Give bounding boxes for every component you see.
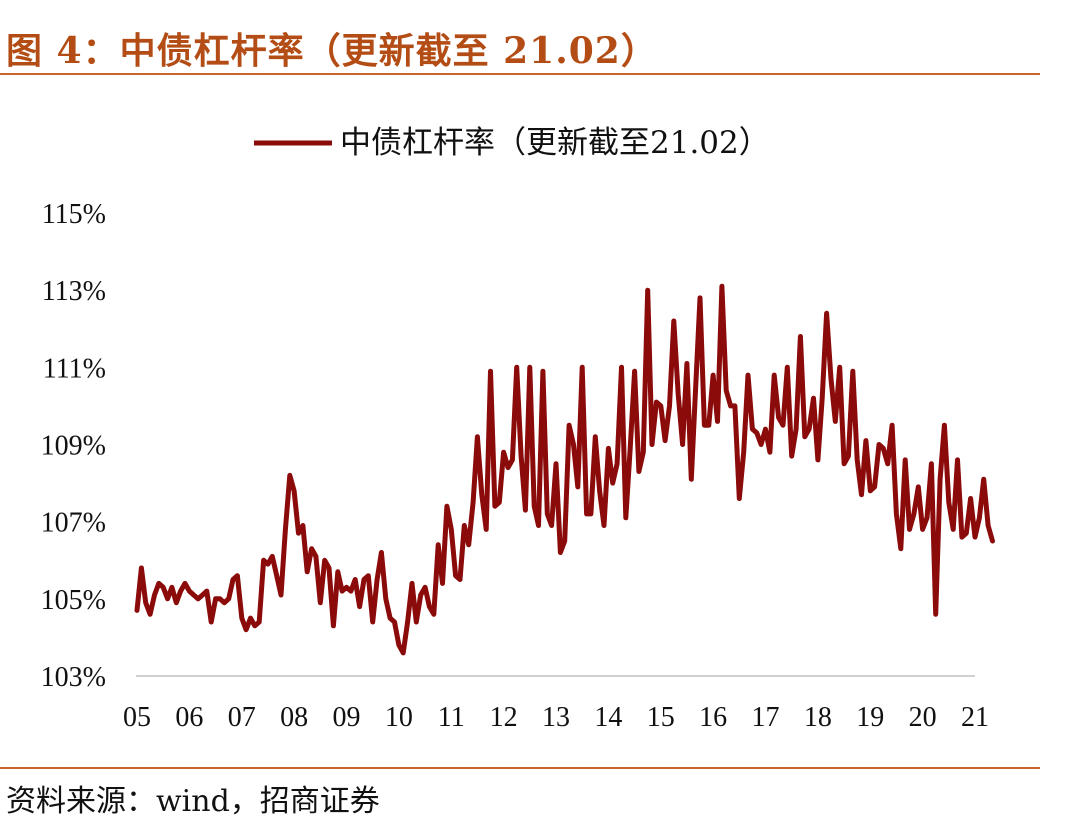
x-tick-label: 15 <box>647 702 675 733</box>
x-tick-label: 14 <box>594 702 622 733</box>
y-tick-label: 105% <box>41 585 106 616</box>
x-tick-label: 05 <box>123 702 151 733</box>
legend: 中债杠杆率（更新截至21.02） <box>254 125 770 161</box>
y-tick-label: 115% <box>42 199 106 230</box>
x-tick-label: 20 <box>909 702 937 733</box>
y-axis: 103% 105% 107% 109% 111% 113% 115% <box>41 199 106 693</box>
x-tick-label: 16 <box>699 702 727 733</box>
x-tick-label: 08 <box>280 702 308 733</box>
x-tick-label: 18 <box>804 702 832 733</box>
legend-label: 中债杠杆率（更新截至21.02） <box>340 125 770 161</box>
y-tick-label: 107% <box>41 508 106 539</box>
x-tick-label: 17 <box>752 702 780 733</box>
x-tick-label: 07 <box>228 702 256 733</box>
x-axis: 05 06 07 08 09 10 11 12 13 14 15 16 17 18 19 20 21 <box>123 702 989 733</box>
x-tick-label: 10 <box>385 702 413 733</box>
x-tick-label: 13 <box>542 702 570 733</box>
series-line <box>134 283 995 656</box>
x-tick-label: 21 <box>961 702 989 733</box>
y-tick-label: 109% <box>41 431 106 462</box>
x-tick-label: 09 <box>333 702 361 733</box>
y-tick-label: 103% <box>41 662 106 693</box>
figure-title: 图 4：中债杠杆率（更新截至 21.02） <box>6 30 658 72</box>
bottom-divider <box>0 767 1040 769</box>
y-tick-label: 113% <box>42 276 106 307</box>
x-tick-label: 12 <box>490 702 518 733</box>
x-tick-label: 19 <box>856 702 884 733</box>
top-divider <box>0 73 1040 75</box>
y-tick-label: 111% <box>43 353 106 384</box>
x-tick-label: 11 <box>438 702 465 733</box>
x-tick-label: 06 <box>175 702 203 733</box>
source-note: 资料来源：wind，招商证券 <box>6 784 380 819</box>
